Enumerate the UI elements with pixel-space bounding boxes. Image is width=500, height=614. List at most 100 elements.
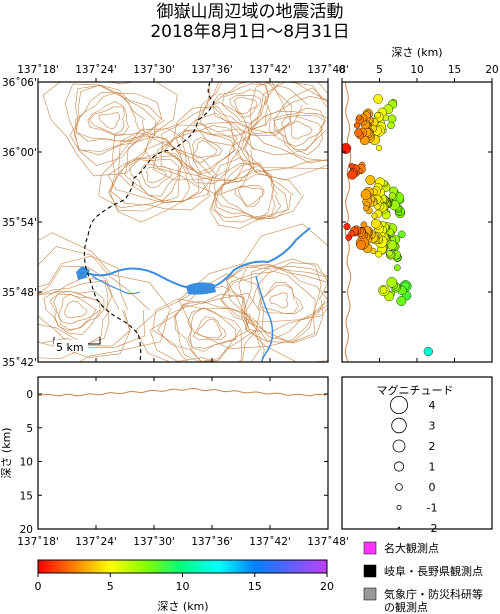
contour-line — [187, 307, 242, 352]
magnitude-legend-label: 4 — [429, 399, 436, 412]
contour-line — [238, 264, 328, 342]
magnitude-legend-label: 0 — [429, 481, 436, 494]
depth-tick-label: 15 — [448, 64, 461, 76]
station-legend-swatch — [363, 587, 377, 601]
contour-line — [237, 186, 264, 206]
magnitude-legend-label: 3 — [429, 420, 436, 433]
magnitude-legend-symbol — [389, 395, 408, 414]
cross-section-depth-tick-label: 15 — [20, 490, 33, 502]
cross-section-lon-tick-label: 137˚42' — [249, 536, 291, 548]
contour-line — [193, 139, 218, 159]
map-lon-tick-label: 137˚42' — [249, 64, 291, 76]
cross-section-depth-tick-label: 0 — [26, 389, 33, 401]
contour-line — [128, 159, 180, 197]
cross-section-background — [38, 377, 328, 529]
contour-line — [73, 85, 163, 156]
earthquake-marker — [398, 230, 406, 239]
contour-line — [161, 122, 247, 184]
cross-section-frame — [37, 376, 329, 530]
station-legend-label: 名大観測点 — [384, 541, 439, 555]
contour-line — [178, 223, 328, 362]
cross-section-lon-tick-label: 137˚24' — [75, 536, 117, 548]
cross-section-lon-tick-label: 137˚48' — [307, 536, 349, 548]
earthquake-marker — [356, 114, 362, 121]
boundary-line — [83, 82, 215, 362]
contour-line — [38, 255, 131, 358]
earthquake-marker — [388, 192, 397, 200]
depth-colorbar: 0 5 10 15 20 深さ (km) — [35, 559, 334, 613]
earthquake-marker — [365, 175, 376, 186]
contour-line — [38, 232, 172, 362]
contour-line — [174, 304, 251, 362]
contour-line — [241, 265, 328, 334]
contour-line — [152, 106, 255, 183]
colorbar-tick-label: 15 — [248, 580, 262, 593]
cross-section-lon-tick-label: 137˚30' — [133, 536, 175, 548]
contour-line — [273, 114, 326, 150]
earthquake-marker — [356, 240, 366, 250]
magnitude-legend-title: マグニチュード — [377, 383, 454, 397]
colorbar-tick-label: 0 — [35, 580, 42, 593]
earthquake-marker — [360, 189, 372, 200]
magnitude-legend-frame — [341, 376, 493, 530]
colorbar-bar — [37, 559, 328, 574]
depth-axis-ticks: 0 5 10 15 20 — [339, 64, 499, 363]
earthquake-marker — [376, 144, 383, 151]
magnitude-legend-label: 1 — [429, 461, 436, 474]
contour-line — [144, 101, 252, 196]
earthquake-marker — [353, 122, 361, 129]
contour-line — [197, 318, 223, 339]
contour-line — [140, 164, 173, 189]
scale-label: 5 km — [56, 341, 84, 354]
contour-line — [64, 300, 88, 318]
map-lon-tick-label: 137˚18' — [17, 64, 59, 76]
contour-line — [87, 101, 129, 136]
colorbar-tick-label: 10 — [176, 580, 190, 593]
depth-axis-title: 深さ (km) — [391, 46, 442, 59]
depth-tick-label: 10 — [410, 64, 423, 76]
contour-line — [209, 158, 304, 229]
contour-line — [146, 166, 167, 184]
scale-bar: 5 km — [53, 337, 101, 354]
contour-line — [42, 82, 178, 177]
map-lat-tick-label: 36˚00' — [2, 147, 37, 159]
station-legend-swatch — [363, 564, 377, 578]
contour-line — [226, 265, 328, 343]
cross-section-lon-tick-label: 137˚36' — [191, 536, 233, 548]
contour-line — [89, 106, 125, 135]
earthquake-marker — [347, 169, 358, 180]
earthquake-marker — [423, 346, 433, 357]
cross-section-lon-tick-label: 137˚18' — [17, 536, 59, 548]
contour-line — [281, 115, 324, 148]
earthquake-marker — [370, 218, 381, 229]
contour-line — [157, 293, 248, 362]
contour-line — [174, 300, 257, 362]
contour-line — [268, 107, 326, 156]
contour-line — [98, 112, 121, 130]
contour-line — [220, 258, 324, 344]
earthquake-marker — [387, 121, 395, 130]
map-lat-tick-label: 35˚48' — [2, 287, 37, 299]
colorbar-tick-label: 5 — [107, 580, 114, 593]
contour-line — [119, 151, 183, 202]
title-line-2: 2018年8月1日～8月31日 — [150, 22, 350, 42]
earthquake-marker — [342, 143, 352, 154]
map-background — [38, 82, 328, 362]
map-lat-tick-label: 36˚06' — [2, 77, 37, 89]
contour-line — [222, 89, 267, 124]
depth-tick-label: 5 — [376, 64, 383, 76]
river-branch-west — [91, 275, 141, 295]
earthquake-marker — [373, 94, 383, 104]
map-lon-tick-label: 137˚48' — [307, 64, 349, 76]
contour-line — [175, 130, 235, 175]
contour-line — [181, 129, 237, 173]
map-lon-tick-label: 137˚24' — [75, 64, 117, 76]
magnitude-legend-symbol — [392, 439, 406, 453]
map-lat-tick-label: 35˚54' — [2, 217, 37, 229]
contour-line — [257, 281, 304, 315]
magnitude-legend-symbol — [395, 483, 403, 491]
contour-line — [234, 184, 265, 208]
contour-line — [149, 285, 261, 362]
earthquake-marker — [360, 221, 368, 228]
station-legend-label: 岐阜・長野県観測点 — [384, 564, 483, 578]
